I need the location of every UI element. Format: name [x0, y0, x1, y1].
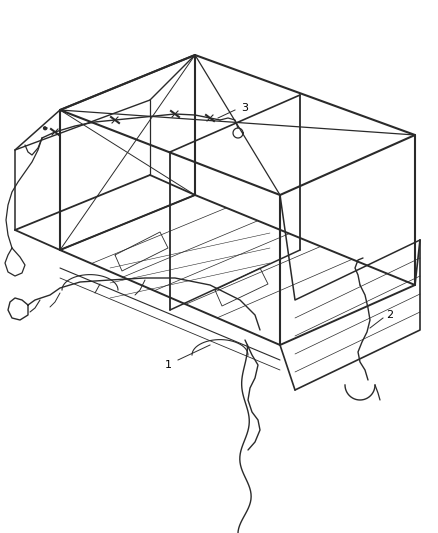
Text: 1: 1	[165, 360, 172, 370]
Text: 2: 2	[386, 310, 394, 320]
Text: 3: 3	[241, 103, 248, 113]
